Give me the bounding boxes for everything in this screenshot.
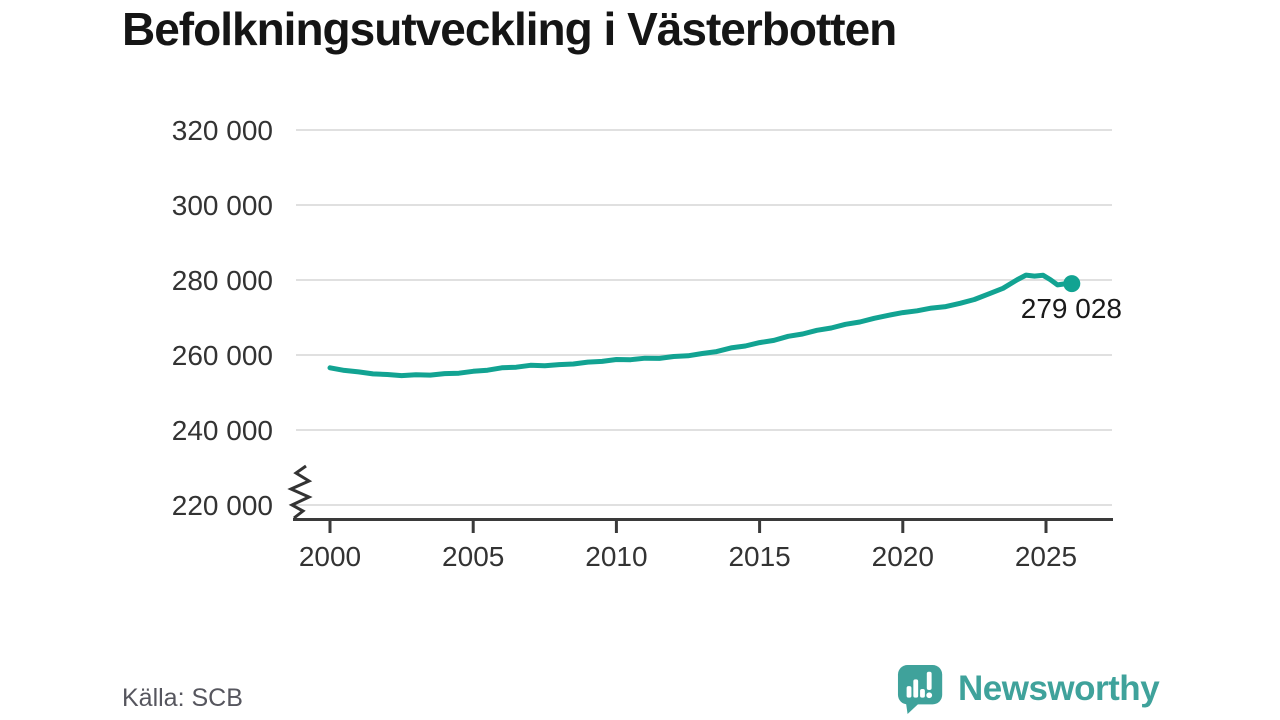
exclamation-icon bbox=[926, 671, 932, 690]
newsworthy-wordmark: Newsworthy bbox=[958, 669, 1160, 708]
bar-chart-icon bbox=[906, 686, 912, 698]
chart-title: Befolkningsutveckling i Västerbotten bbox=[122, 3, 897, 55]
y-tick-label: 240 000 bbox=[172, 415, 273, 446]
x-tick-label: 2005 bbox=[442, 541, 504, 572]
x-tick-label: 2020 bbox=[872, 541, 934, 572]
axis-break-icon bbox=[287, 464, 313, 520]
x-tick-label: 2015 bbox=[728, 541, 790, 572]
source-note: Källa: SCB bbox=[122, 684, 243, 712]
newsworthy-logo-icon bbox=[897, 664, 943, 714]
y-axis-tick-labels: 320 000 300 000 280 000 260 000 240 000 220 0… bbox=[172, 115, 273, 521]
y-gridlines bbox=[296, 129, 1112, 506]
y-tick-label: 220 000 bbox=[172, 490, 273, 521]
x-tick-label: 2025 bbox=[1015, 541, 1077, 572]
latest-value-dot bbox=[1063, 275, 1081, 293]
latest-value-label: 279 028 bbox=[1021, 293, 1122, 324]
y-tick-label: 320 000 bbox=[172, 115, 273, 146]
x-tick-label: 2010 bbox=[585, 541, 647, 572]
y-tick-label: 300 000 bbox=[172, 190, 273, 221]
y-tick-label: 260 000 bbox=[172, 340, 273, 371]
x-axis-ticks-and-labels: 2000 2005 2010 2015 2020 2025 bbox=[299, 519, 1077, 572]
newsworthy-logo: Newsworthy bbox=[897, 663, 1160, 715]
x-tick-label: 2000 bbox=[299, 541, 361, 572]
y-tick-label: 280 000 bbox=[172, 265, 273, 296]
population-line bbox=[327, 272, 1075, 379]
